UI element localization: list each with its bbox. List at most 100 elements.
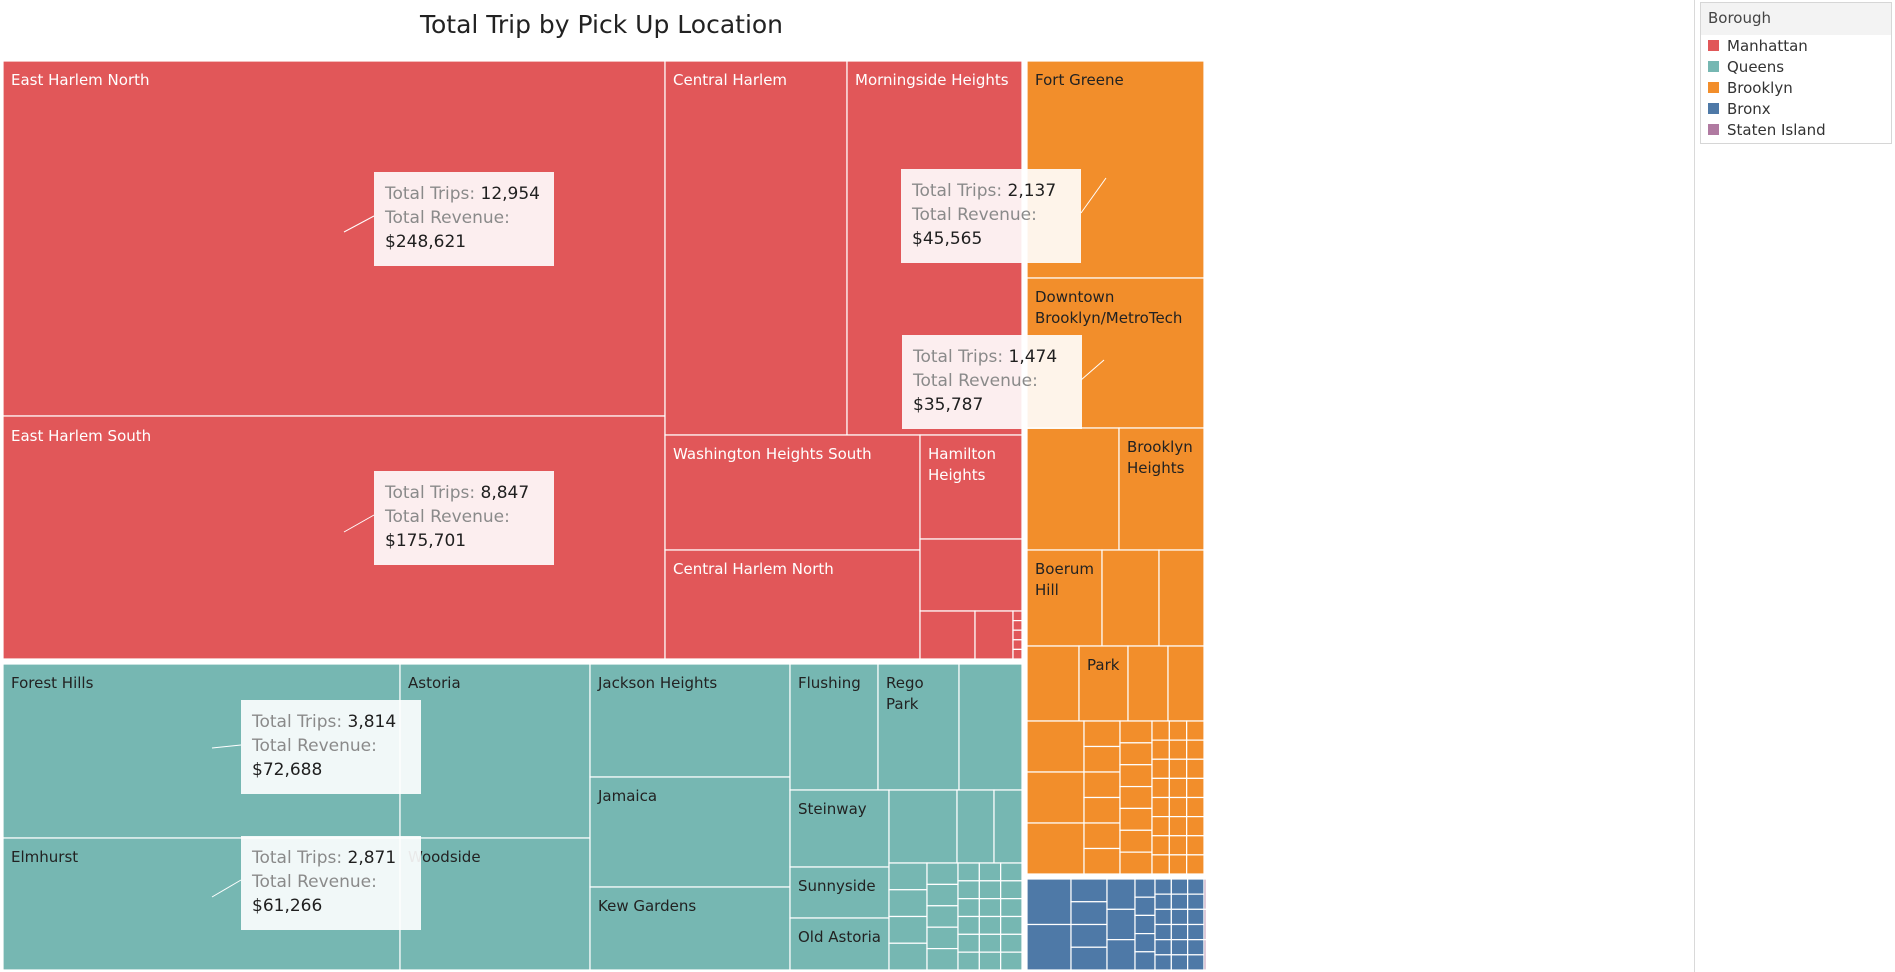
brooklyn-col-cell[interactable] — [1168, 816, 1188, 837]
cell-brooklyn-small[interactable] — [1158, 549, 1205, 647]
bronx-col-cell[interactable] — [1154, 908, 1172, 926]
bronx-col-cell[interactable] — [1154, 893, 1172, 910]
bronx-col-cell[interactable] — [1026, 878, 1072, 926]
bronx-col-cell[interactable] — [1170, 878, 1189, 895]
queens-col-cell[interactable] — [888, 889, 928, 918]
bronx-col-cell[interactable] — [1070, 901, 1108, 926]
queens-col-cell[interactable] — [978, 862, 1002, 882]
brooklyn-col-cell[interactable] — [1151, 720, 1170, 741]
brooklyn-col-cell[interactable] — [1168, 796, 1188, 818]
brooklyn-col-cell[interactable] — [1151, 854, 1170, 875]
bronx-col-cell[interactable] — [1187, 939, 1205, 956]
cell-brooklyn-small[interactable] — [1026, 645, 1080, 722]
brooklyn-col-cell[interactable] — [1119, 851, 1153, 875]
bronx-col-cell[interactable] — [1187, 954, 1205, 971]
cell-brooklyn-small[interactable] — [1167, 645, 1205, 722]
brooklyn-col-cell[interactable] — [1186, 758, 1205, 779]
brooklyn-col-cell[interactable] — [1083, 720, 1121, 748]
bronx-col-cell[interactable] — [1170, 939, 1189, 956]
queens-col-cell[interactable] — [926, 862, 959, 885]
cell-hamilton-heights[interactable] — [919, 434, 1023, 540]
queens-col-cell[interactable] — [957, 880, 980, 900]
brooklyn-col-cell[interactable] — [1119, 764, 1153, 788]
brooklyn-col-cell[interactable] — [1168, 777, 1188, 799]
queens-col-cell[interactable] — [926, 883, 959, 907]
brooklyn-col-cell[interactable] — [1186, 835, 1205, 856]
bronx-col-cell[interactable] — [1187, 923, 1205, 941]
manhattan-tiny-cell[interactable] — [1012, 639, 1023, 650]
cell-brooklyn-small[interactable] — [1026, 427, 1120, 551]
bronx-col-cell[interactable] — [1170, 954, 1189, 971]
legend-item-bronx[interactable]: Bronx — [1701, 98, 1891, 119]
cell-manhattan-small[interactable] — [919, 538, 1023, 612]
bronx-col-cell[interactable] — [1187, 893, 1205, 910]
brooklyn-col-cell[interactable] — [1186, 816, 1205, 837]
brooklyn-col-cell[interactable] — [1083, 822, 1121, 850]
brooklyn-col-cell[interactable] — [1119, 807, 1153, 831]
bronx-col-cell[interactable] — [1154, 939, 1172, 956]
brooklyn-col-cell[interactable] — [1151, 739, 1170, 760]
cell-steinway[interactable] — [789, 789, 890, 868]
cell-manhattan-small[interactable] — [919, 610, 976, 660]
bronx-col-cell[interactable] — [1170, 908, 1189, 926]
bronx-col-cell[interactable] — [1154, 878, 1172, 895]
queens-col-cell[interactable] — [1000, 933, 1023, 953]
queens-col-cell[interactable] — [978, 951, 1002, 971]
legend-item-queens[interactable]: Queens — [1701, 56, 1891, 77]
queens-col-cell[interactable] — [1000, 951, 1023, 971]
cell-old-astoria[interactable] — [789, 917, 890, 971]
bronx-col-cell[interactable] — [1134, 914, 1156, 935]
brooklyn-col-cell[interactable] — [1168, 854, 1188, 875]
queens-col-cell[interactable] — [957, 933, 980, 953]
queens-col-cell[interactable] — [978, 880, 1002, 900]
staten-island-col-cell[interactable] — [1203, 878, 1207, 910]
brooklyn-col-cell[interactable] — [1186, 739, 1205, 760]
cell-manhattan-small[interactable] — [974, 610, 1014, 660]
bronx-col-cell[interactable] — [1154, 954, 1172, 971]
queens-col-cell[interactable] — [1000, 915, 1023, 935]
queens-col-cell[interactable] — [978, 898, 1002, 918]
bronx-col-cell[interactable] — [1187, 908, 1205, 926]
brooklyn-col-cell[interactable] — [1083, 847, 1121, 875]
bronx-col-cell[interactable] — [1134, 878, 1156, 898]
brooklyn-col-cell[interactable] — [1168, 758, 1188, 779]
queens-col-cell[interactable] — [957, 862, 980, 882]
queens-col-cell[interactable] — [888, 862, 928, 891]
cell-brooklyn-heights[interactable] — [1118, 427, 1205, 551]
cell-woodside[interactable] — [399, 837, 591, 971]
manhattan-tiny-cell[interactable] — [1012, 648, 1023, 660]
bronx-col-cell[interactable] — [1154, 923, 1172, 941]
brooklyn-col-cell[interactable] — [1083, 796, 1121, 824]
legend-item-brooklyn[interactable]: Brooklyn — [1701, 77, 1891, 98]
brooklyn-col-cell[interactable] — [1119, 829, 1153, 853]
bronx-col-cell[interactable] — [1170, 893, 1189, 910]
brooklyn-col-cell[interactable] — [1026, 720, 1085, 773]
bronx-col-cell[interactable] — [1026, 923, 1072, 971]
manhattan-tiny-cell[interactable] — [1012, 619, 1023, 631]
manhattan-tiny-cell[interactable] — [1012, 610, 1023, 622]
brooklyn-col-cell[interactable] — [1186, 777, 1205, 799]
cell-jackson-heights[interactable] — [589, 663, 791, 778]
queens-col-cell[interactable] — [888, 915, 928, 944]
brooklyn-col-cell[interactable] — [1168, 835, 1188, 856]
bronx-col-cell[interactable] — [1134, 896, 1156, 917]
queens-col-cell[interactable] — [957, 951, 980, 971]
brooklyn-col-cell[interactable] — [1083, 771, 1121, 799]
cell-central-harlem[interactable] — [664, 60, 848, 436]
cell-queens-small[interactable] — [958, 663, 1023, 791]
cell-queens-small[interactable] — [956, 789, 995, 864]
queens-col-cell[interactable] — [1000, 898, 1023, 918]
queens-col-cell[interactable] — [978, 933, 1002, 953]
bronx-col-cell[interactable] — [1187, 878, 1205, 895]
cell-queens-small[interactable] — [993, 789, 1023, 864]
brooklyn-col-cell[interactable] — [1026, 771, 1085, 824]
brooklyn-col-cell[interactable] — [1026, 822, 1085, 875]
manhattan-tiny-cell[interactable] — [1012, 629, 1023, 641]
brooklyn-col-cell[interactable] — [1186, 796, 1205, 818]
cell-queens-small[interactable] — [888, 789, 958, 864]
queens-col-cell[interactable] — [957, 898, 980, 918]
queens-col-cell[interactable] — [978, 915, 1002, 935]
brooklyn-col-cell[interactable] — [1119, 785, 1153, 810]
brooklyn-col-cell[interactable] — [1186, 854, 1205, 875]
bronx-col-cell[interactable] — [1106, 939, 1136, 971]
